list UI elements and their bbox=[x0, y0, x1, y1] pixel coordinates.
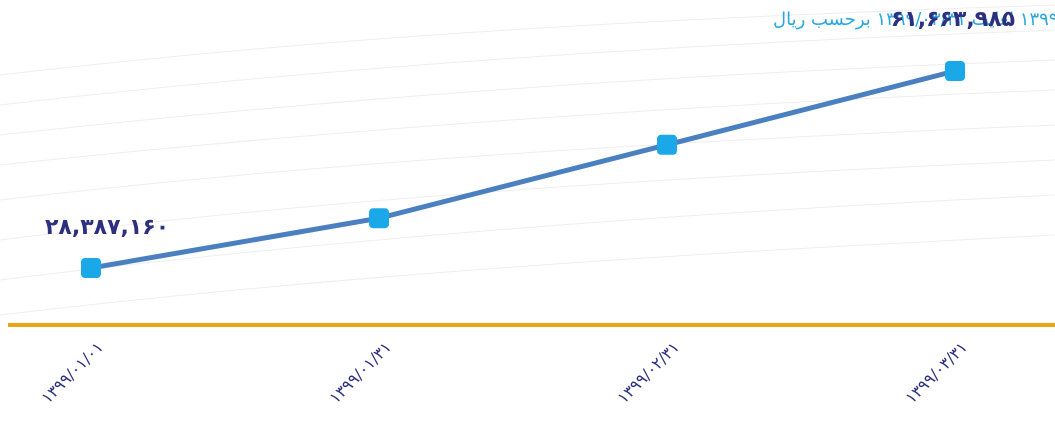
chart-subtitle: از تاریخ ۱۳۹۹/۰۱/۰۱ لغایت ۱۳۹۹/۰۳/۳۱ برح… bbox=[773, 9, 1055, 30]
x-tick-label: ۱۳۹۹/۰۱/۰۱ bbox=[37, 338, 107, 408]
x-tick-label: ۱۳۹۹/۰۲/۳۱ bbox=[613, 338, 683, 408]
value-label: ۶۱,۶۶۳,۹۸۵ bbox=[891, 7, 1015, 32]
x-tick-label: ۱۳۹۹/۰۳/۳۱ bbox=[901, 338, 971, 408]
value-label: ۲۸,۳۸۷,۱۶۰ bbox=[45, 215, 169, 240]
line bbox=[90, 68, 956, 271]
marker bbox=[369, 208, 389, 229]
background-waves bbox=[0, 4, 1055, 316]
x-tick-label: ۱۳۹۹/۰۱/۳۱ bbox=[325, 338, 395, 408]
marker bbox=[945, 61, 965, 81]
marker bbox=[657, 134, 677, 155]
marker bbox=[81, 258, 101, 278]
